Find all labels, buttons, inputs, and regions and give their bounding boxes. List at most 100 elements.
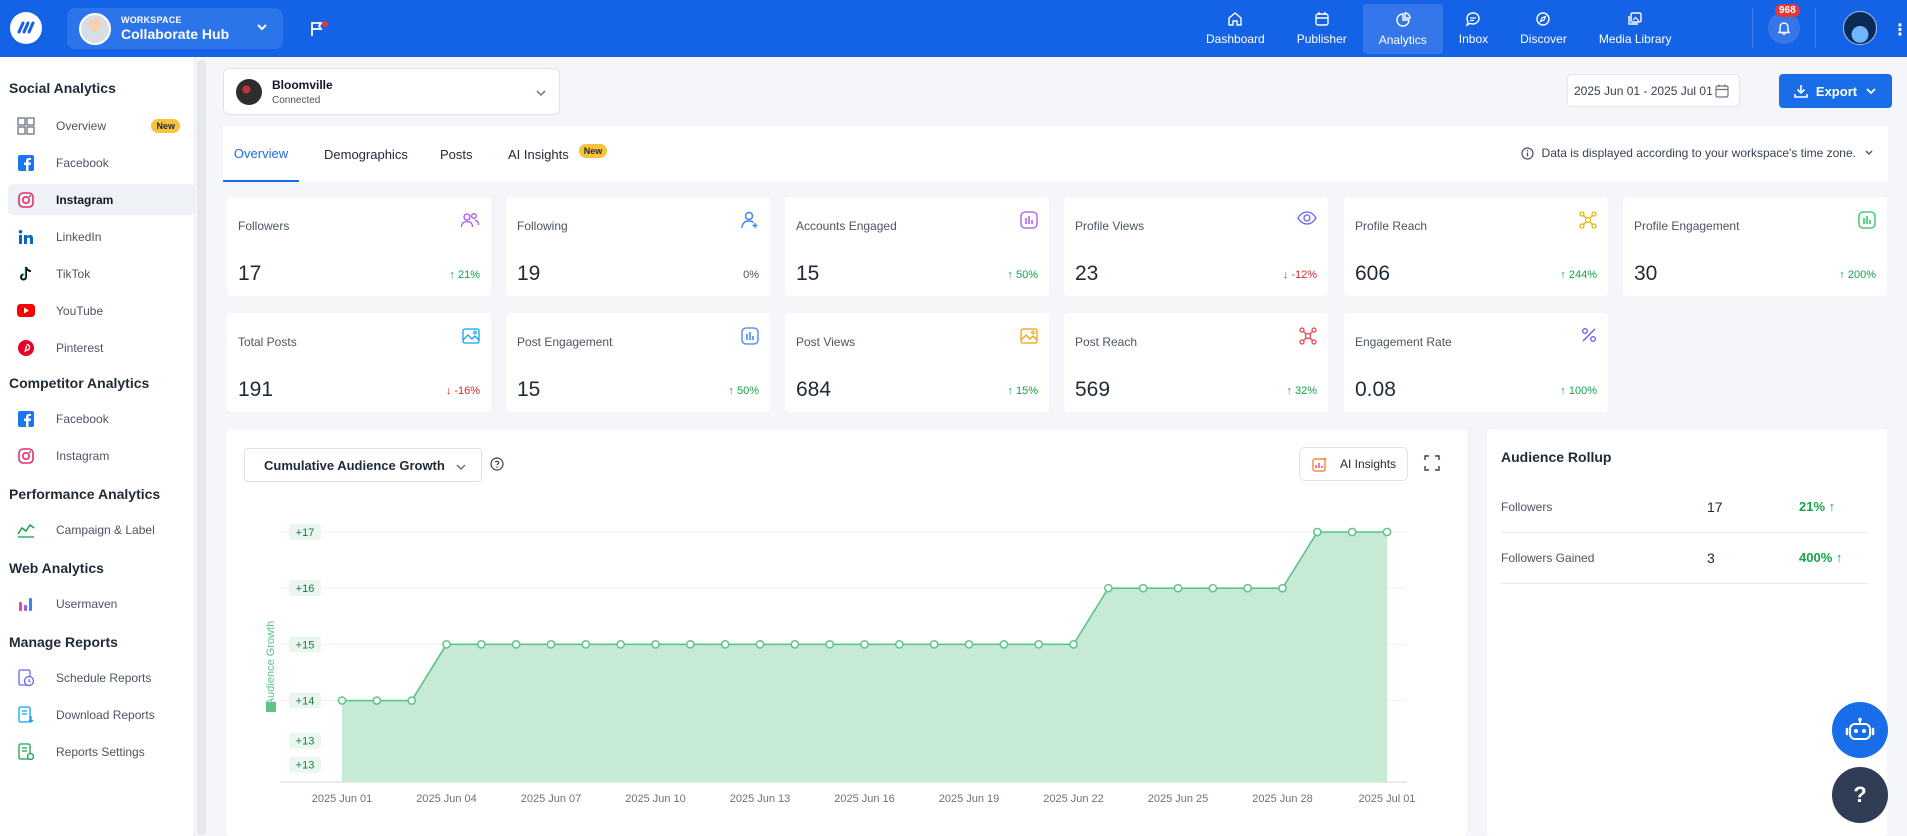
- nav-label: Inbox: [1458, 32, 1489, 46]
- y-tick-label: +14: [296, 696, 315, 708]
- data-point[interactable]: [546, 640, 556, 649]
- data-point[interactable]: [1347, 527, 1357, 537]
- nav-discover[interactable]: Discover: [1504, 0, 1583, 57]
- metric-change-value: 244%: [1568, 269, 1597, 281]
- user-avatar[interactable]: [1843, 11, 1877, 45]
- data-point[interactable]: [372, 696, 382, 705]
- sidebar-item-download-reports[interactable]: Download Reports: [8, 699, 194, 730]
- nav-analytics[interactable]: Analytics: [1362, 4, 1443, 54]
- account-name: Bloomville: [272, 77, 333, 92]
- chatbot-button[interactable]: [1832, 702, 1888, 758]
- data-point[interactable]: [999, 640, 1009, 649]
- metric-change-value: -16%: [454, 385, 480, 397]
- bell-icon: [1777, 22, 1791, 35]
- data-point[interactable]: [511, 640, 521, 649]
- more-vertical-icon[interactable]: ⋮: [1892, 22, 1907, 39]
- tab-label: Posts: [440, 146, 473, 162]
- sidebar-item-competitor-instagram[interactable]: Instagram: [8, 440, 194, 471]
- data-point[interactable]: [964, 640, 974, 649]
- data-point[interactable]: [1069, 640, 1078, 649]
- metric-card: Profile Engagement 30 ↑ 200%: [1623, 197, 1887, 296]
- sidebar-section-title: Competitor Analytics: [9, 375, 150, 391]
- flag-icon[interactable]: [309, 20, 329, 38]
- sidebar-item-reports-settings[interactable]: Reports Settings: [8, 736, 194, 767]
- sidebar-item-instagram[interactable]: Instagram: [8, 184, 194, 215]
- sidebar-item-competitor-facebook[interactable]: Facebook: [8, 403, 194, 434]
- workspace-switcher[interactable]: WORKSPACE Collaborate Hub: [67, 8, 283, 49]
- export-button[interactable]: Export: [1779, 74, 1892, 108]
- y-tick-label: +16: [296, 583, 315, 595]
- sidebar-item-schedule-reports[interactable]: Schedule Reports: [8, 662, 194, 693]
- data-point[interactable]: [337, 696, 347, 705]
- nav-dashboard[interactable]: Dashboard: [1190, 0, 1281, 57]
- data-point[interactable]: [407, 696, 417, 705]
- date-range-picker[interactable]: 2025 Jun 01 - 2025 Jul 01: [1567, 74, 1740, 107]
- tab-overview[interactable]: Overview: [223, 126, 299, 182]
- sidebar-item-pinterest[interactable]: Pinterest: [8, 332, 194, 363]
- data-point[interactable]: [1382, 527, 1392, 537]
- sidebar-scrollbar[interactable]: [197, 60, 206, 835]
- data-point[interactable]: [616, 640, 626, 649]
- data-point[interactable]: [825, 640, 835, 649]
- nav-inbox[interactable]: Inbox: [1443, 0, 1504, 57]
- nav-label: Discover: [1520, 32, 1567, 46]
- metric-card: Profile Reach 606 ↑ 244%: [1344, 197, 1608, 296]
- sidebar-item-usermaven[interactable]: Usermaven: [8, 588, 194, 619]
- data-point[interactable]: [1312, 527, 1322, 537]
- data-point[interactable]: [1173, 583, 1183, 593]
- data-point[interactable]: [929, 640, 939, 649]
- metric-change: ↓ -16%: [445, 385, 480, 397]
- sidebar-item-tiktok[interactable]: TikTok: [8, 258, 194, 289]
- sidebar-item-campaign-label[interactable]: Campaign & Label: [8, 514, 194, 545]
- metric-value: 569: [1075, 378, 1111, 401]
- timezone-note[interactable]: Data is displayed according to your work…: [1520, 146, 1874, 160]
- sidebar-item-youtube[interactable]: YouTube: [8, 295, 194, 326]
- x-tick-label: 2025 Jun 01: [312, 793, 373, 805]
- metric-label: Profile Views: [1075, 219, 1145, 233]
- ai-insights-button[interactable]: AI Insights: [1299, 447, 1408, 481]
- metric-label: Following: [517, 219, 568, 233]
- notifications-button[interactable]: [1768, 12, 1800, 44]
- data-point[interactable]: [476, 640, 486, 649]
- tab-label: AI Insights: [508, 146, 569, 162]
- data-point[interactable]: [442, 640, 451, 649]
- legend-swatch[interactable]: [266, 702, 276, 712]
- sidebar-item-linkedin[interactable]: LinkedIn: [8, 221, 194, 252]
- data-point[interactable]: [894, 640, 904, 649]
- data-point[interactable]: [1243, 583, 1253, 593]
- nav-publisher[interactable]: Publisher: [1281, 0, 1363, 57]
- image-icon: [1020, 327, 1038, 350]
- data-point[interactable]: [720, 640, 730, 649]
- fullscreen-icon[interactable]: [1424, 455, 1440, 471]
- data-point[interactable]: [651, 640, 660, 649]
- help-button[interactable]: ?: [1832, 767, 1888, 823]
- data-point[interactable]: [1103, 583, 1113, 593]
- metric-change: ↑ 200%: [1839, 269, 1876, 281]
- metric-change: ↑ 15%: [1007, 385, 1038, 397]
- sidebar-item-label: Usermaven: [56, 596, 118, 611]
- top-navbar: WORKSPACE Collaborate Hub Dashboard Publ…: [0, 0, 1907, 57]
- data-point[interactable]: [1138, 583, 1148, 593]
- data-point[interactable]: [1208, 583, 1218, 593]
- tab-ai-insights[interactable]: AI Insights New: [508, 126, 621, 182]
- data-point[interactable]: [685, 640, 695, 649]
- tab-posts[interactable]: Posts: [440, 126, 473, 182]
- data-point[interactable]: [1034, 640, 1044, 649]
- metric-change: ↑ 244%: [1560, 269, 1597, 281]
- data-point[interactable]: [860, 640, 869, 649]
- account-selector[interactable]: Bloomville Connected: [223, 68, 560, 115]
- nav-media-library[interactable]: Media Library: [1583, 0, 1688, 57]
- chart-type-select[interactable]: Cumulative Audience Growth: [244, 448, 482, 482]
- sidebar-item-overview[interactable]: Overview New: [8, 110, 194, 141]
- tab-demographics[interactable]: Demographics: [324, 126, 408, 182]
- help-circle-icon[interactable]: [490, 457, 504, 471]
- data-point[interactable]: [581, 640, 591, 649]
- metric-change: ↑ 100%: [1560, 385, 1597, 397]
- data-point[interactable]: [790, 640, 800, 649]
- app-logo[interactable]: [10, 12, 42, 44]
- data-point[interactable]: [755, 640, 765, 649]
- sidebar-item-label: Campaign & Label: [56, 522, 155, 537]
- sidebar-item-facebook[interactable]: Facebook: [8, 147, 194, 178]
- metric-change-value: 15%: [1015, 385, 1038, 397]
- data-point[interactable]: [1278, 583, 1287, 593]
